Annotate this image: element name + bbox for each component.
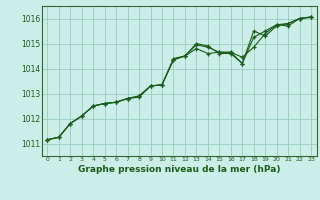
- X-axis label: Graphe pression niveau de la mer (hPa): Graphe pression niveau de la mer (hPa): [78, 165, 280, 174]
